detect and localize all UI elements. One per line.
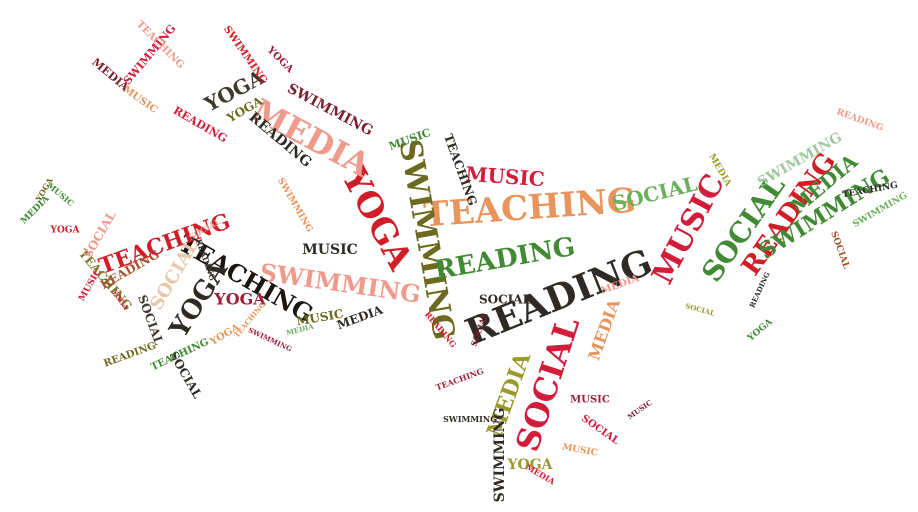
cloud-word-swimming: SWIMMING xyxy=(492,408,508,503)
cloud-word-social: SOCIAL xyxy=(479,293,532,307)
cloud-word-social: SOCIAL xyxy=(828,230,851,271)
cloud-word-social: SOCIAL xyxy=(579,413,621,447)
cloud-word-yoga: YOGA xyxy=(264,44,295,75)
cloud-word-media: MEDIA xyxy=(335,303,385,333)
cloud-word-reading: READING xyxy=(835,107,885,133)
cloud-word-swimming: SWIMMING xyxy=(275,176,314,234)
cloud-word-music: MUSIC xyxy=(570,395,610,406)
cloud-word-swimming: SWIMMING xyxy=(443,414,497,424)
cloud-word-music: MUSIC xyxy=(302,242,358,258)
cloud-word-media: MEDIA xyxy=(285,321,315,337)
cloud-word-teaching: TEACHING xyxy=(434,366,485,393)
cloud-word-social: SOCIAL xyxy=(684,301,716,318)
cloud-word-music: MUSIC xyxy=(45,180,76,208)
cloud-word-music: MUSIC xyxy=(561,442,598,458)
cloud-word-yoga: YOGA xyxy=(506,457,553,473)
cloud-word-yoga: YOGA xyxy=(745,317,775,345)
cloud-word-yoga: YOGA xyxy=(213,290,266,309)
cloud-word-music: MUSIC xyxy=(626,398,654,422)
cloud-word-yoga: YOGA xyxy=(50,226,81,236)
cloud-word-music: MUSIC xyxy=(465,162,546,191)
